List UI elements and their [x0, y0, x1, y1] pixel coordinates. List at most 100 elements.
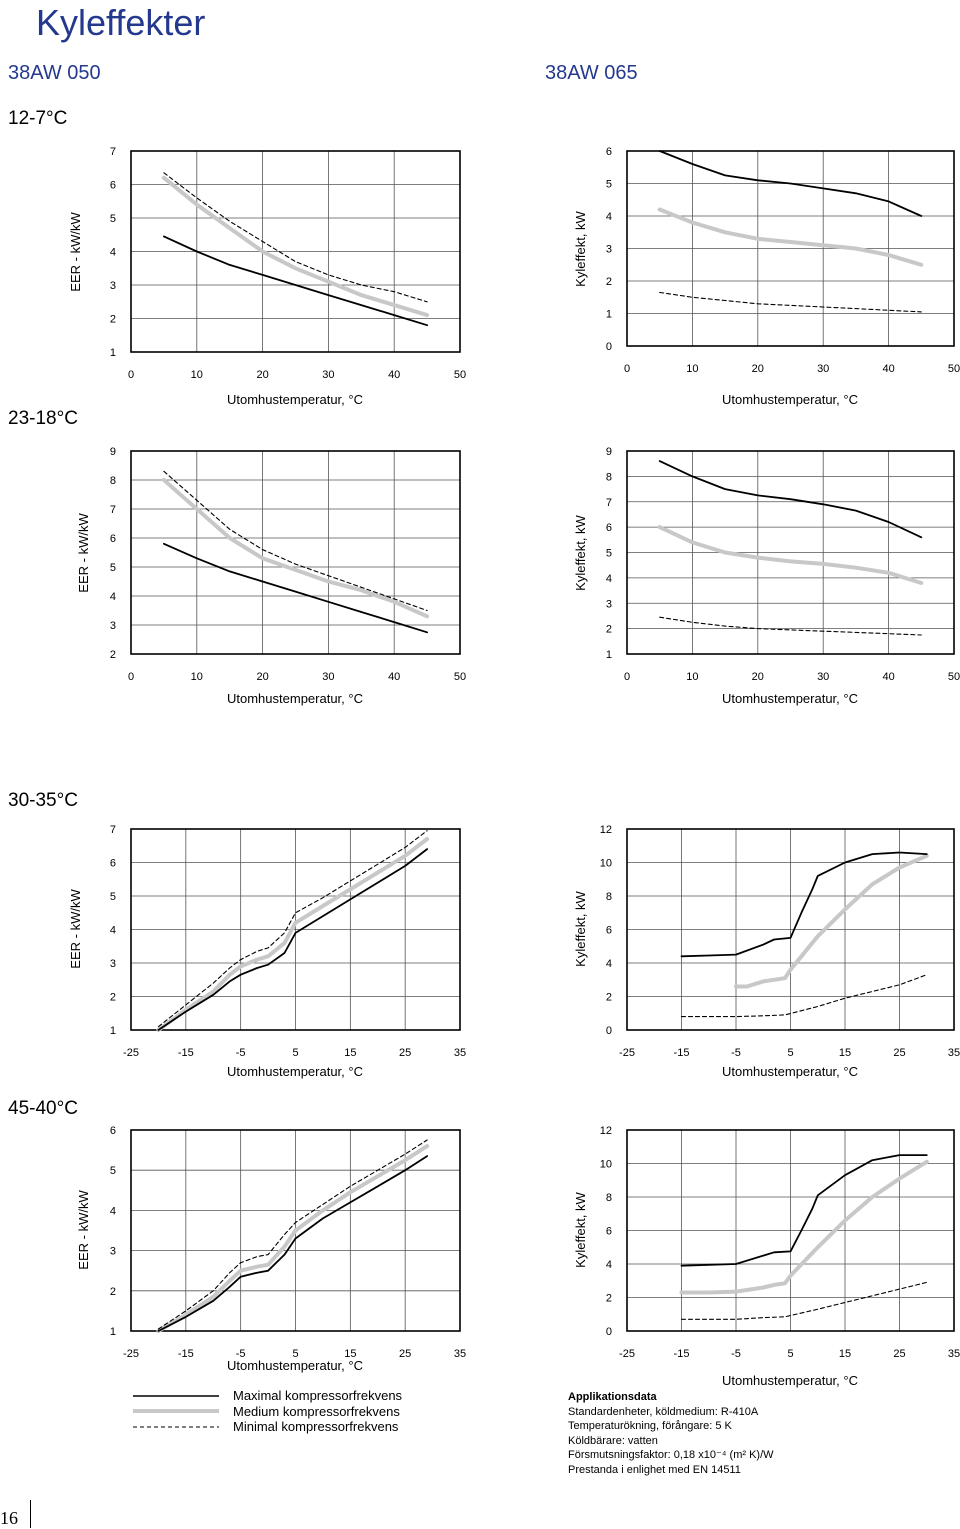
y-tick-label: 3	[606, 244, 612, 256]
series-line-max	[157, 848, 428, 1031]
legend-item-medium: Medium kompressorfrekvens	[133, 1404, 402, 1420]
x-tick-label: 0	[128, 671, 134, 683]
series-line-max	[163, 235, 428, 327]
y-tick-label: 2	[606, 276, 612, 288]
y-tick-label: 4	[110, 925, 116, 937]
legend-item-min: Minimal kompressorfrekvens	[133, 1419, 402, 1435]
y-tick-label: 2	[606, 624, 612, 636]
y-tick-label: 6	[110, 1125, 116, 1137]
y-tick-label: 4	[606, 1259, 612, 1271]
application-data-line: Köldbärare: vatten	[568, 1434, 658, 1447]
x-tick-label: 50	[454, 369, 466, 381]
series-line-medium	[679, 1159, 929, 1295]
x-tick-label: 15	[839, 1047, 851, 1059]
series-line-max	[157, 1155, 428, 1332]
y-tick-label: 7	[110, 146, 116, 158]
y-tick-label: 10	[600, 858, 612, 870]
section-label-12-7: 12-7°C	[8, 108, 68, 129]
application-data-line: Försmutsningsfaktor: 0,18 x10⁻⁴ (m² K)/W	[568, 1449, 774, 1461]
x-tick-label: 25	[893, 1348, 905, 1360]
y-tick-label: 5	[110, 891, 116, 903]
y-tick-label: 0	[606, 1025, 612, 1037]
y-tick-label: 3	[110, 620, 116, 632]
x-tick-label: 30	[817, 671, 829, 683]
y-tick-label: 5	[606, 179, 612, 191]
x-axis-label: Utomhustemperatur, °C	[722, 691, 858, 706]
plot-frame	[130, 150, 461, 353]
y-tick-label: 6	[606, 522, 612, 534]
y-tick-label: 5	[110, 1165, 116, 1177]
application-data-line: Temperaturökning, förångare: 5 K	[568, 1420, 732, 1432]
x-tick-label: 10	[191, 671, 203, 683]
series-line-medium	[657, 207, 924, 267]
x-tick-label: 10	[191, 369, 203, 381]
x-tick-label: 20	[752, 671, 764, 683]
y-tick-label: 3	[110, 958, 116, 970]
y-tick-label: 1	[606, 649, 612, 661]
y-tick-label: 9	[606, 446, 612, 458]
series-line-max	[680, 851, 928, 958]
x-tick-label: -5	[236, 1047, 246, 1059]
y-axis-label: EER - kW/kW	[76, 513, 91, 593]
y-tick-label: 2	[606, 992, 612, 1004]
x-tick-label: -5	[236, 1348, 246, 1360]
y-tick-label: 1	[606, 309, 612, 321]
y-tick-label: 6	[606, 1226, 612, 1238]
legend-item-max: Maximal kompressorfrekvens	[133, 1388, 402, 1404]
y-tick-label: 3	[110, 280, 116, 292]
x-tick-label: 50	[948, 671, 960, 683]
y-tick-label: 8	[606, 471, 612, 483]
y-axis-label: EER - kW/kW	[68, 212, 83, 292]
x-axis-label: Utomhustemperatur, °C	[722, 392, 858, 407]
legend-label-min: Minimal kompressorfrekvens	[233, 1419, 399, 1435]
x-tick-label: 40	[388, 369, 400, 381]
plot-frame	[626, 450, 955, 655]
y-tick-label: 6	[606, 146, 612, 158]
application-data-line: Standardenheter, köldmedium: R-410A	[568, 1405, 759, 1418]
legend: Maximal kompressorfrekvens Medium kompre…	[133, 1388, 402, 1435]
plot-frame	[626, 1129, 955, 1332]
x-tick-label: 5	[292, 1047, 298, 1059]
x-tick-label: 35	[948, 1047, 960, 1059]
plot-frame	[626, 150, 955, 347]
x-tick-label: 20	[256, 671, 268, 683]
application-data-heading: Applikationsdata	[568, 1391, 657, 1403]
x-tick-label: 5	[787, 1348, 793, 1360]
x-tick-label: 35	[454, 1047, 466, 1059]
series-line-min	[680, 974, 928, 1018]
x-tick-label: 20	[752, 363, 764, 375]
y-tick-label: 8	[110, 475, 116, 487]
y-tick-label: 12	[600, 824, 612, 836]
y-tick-label: 7	[110, 824, 116, 836]
x-tick-label: -5	[731, 1348, 741, 1360]
y-tick-label: 5	[110, 562, 116, 574]
y-tick-label: 5	[110, 213, 116, 225]
x-tick-label: -5	[731, 1047, 741, 1059]
page-number: 16	[0, 1508, 18, 1528]
x-axis-label: Utomhustemperatur, °C	[722, 1064, 858, 1079]
x-tick-label: 5	[292, 1348, 298, 1360]
application-data-line: Prestanda i enlighet med EN 14511	[568, 1463, 741, 1476]
legend-label-max: Maximal kompressorfrekvens	[233, 1388, 403, 1404]
series-line-min	[659, 291, 922, 313]
x-tick-label: 40	[882, 671, 894, 683]
y-axis-label: Kyleffekt, kW	[573, 1191, 588, 1267]
x-tick-label: 15	[839, 1348, 851, 1360]
legend-swatch-max	[133, 1394, 219, 1397]
y-tick-label: 4	[606, 573, 612, 585]
y-axis-label: EER - kW/kW	[76, 1190, 91, 1270]
x-tick-label: 50	[948, 363, 960, 375]
series-line-min	[163, 172, 428, 303]
x-tick-label: 40	[388, 671, 400, 683]
y-tick-label: 1	[110, 1326, 116, 1338]
x-tick-label: 0	[624, 671, 630, 683]
x-tick-label: 5	[787, 1047, 793, 1059]
x-tick-label: -15	[674, 1348, 690, 1360]
y-tick-label: 7	[110, 504, 116, 516]
y-tick-label: 12	[600, 1125, 612, 1137]
series-line-medium	[657, 525, 924, 585]
x-tick-label: -15	[178, 1348, 194, 1360]
y-tick-label: 5	[606, 548, 612, 560]
y-tick-label: 9	[110, 446, 116, 458]
x-tick-label: 50	[454, 671, 466, 683]
